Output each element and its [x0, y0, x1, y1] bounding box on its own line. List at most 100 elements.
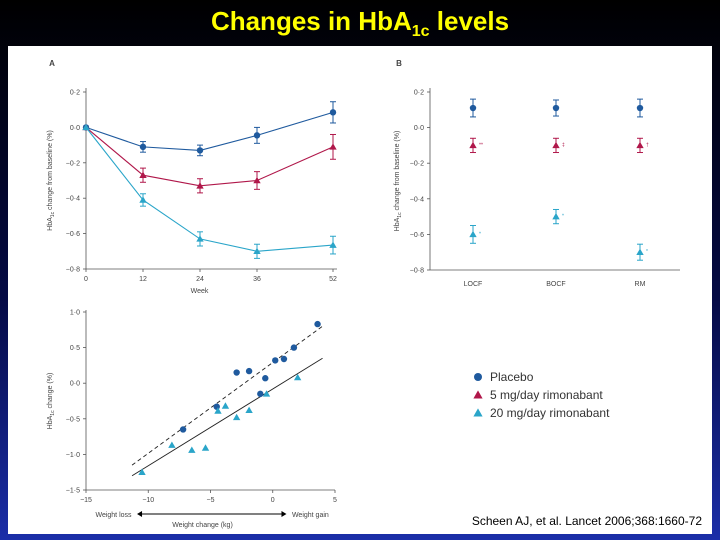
panel-a-series-line-1 [85, 126, 334, 187]
panel-a-point [196, 235, 204, 242]
panel-c-x-tick-label: −5 [207, 497, 215, 504]
panel-c-point [168, 441, 176, 448]
panel-c-point [280, 355, 288, 363]
panel-a-point [253, 176, 261, 184]
panel-b-significance-mark: * [646, 249, 648, 255]
panel-b-category-label: LOCF [464, 281, 483, 288]
panel-b-point [552, 212, 560, 220]
legend-label-1: 5 mg/day rimonabant [490, 388, 603, 402]
slide-title: Changes in HbA1c levels [0, 6, 720, 41]
panel-c-y-tick-label: −1·5 [66, 488, 80, 495]
panel-c-y-tick-label: −1·0 [66, 452, 80, 459]
panel-c-point [233, 369, 240, 376]
panel-a-point [253, 132, 261, 139]
panel-a-y-axis-label: HbA1c change from baseline (%) [47, 130, 56, 231]
panel-c-x-tick-label: 5 [333, 497, 337, 504]
panel-c-x-tick-label: −15 [80, 497, 92, 504]
panel-c-point [221, 402, 230, 409]
panel-b-y-tick-label: −0·6 [410, 232, 424, 239]
panel-b-point [552, 104, 560, 112]
panel-c-y-tick-label: 0·0 [70, 381, 80, 388]
panel-b-point [469, 104, 477, 112]
panel-a-x-tick-label: 12 [139, 276, 147, 283]
panel-b-significance-mark: * [479, 231, 481, 237]
panel-a-y-tick-label: −0·4 [66, 196, 80, 203]
arrow-left-head [137, 511, 143, 517]
citation: Scheen AJ, et al. Lancet 2006;368:1660-7… [471, 514, 702, 528]
panel-b-y-tick-label: −0·4 [410, 196, 424, 203]
panel-b-y-tick-label: 0·2 [414, 90, 424, 97]
panel-a-point [196, 182, 204, 189]
panel-a-y-tick-label: −0·6 [66, 231, 80, 238]
panel-b-y-tick-label: 0·0 [414, 125, 424, 132]
panel-c-point [232, 413, 241, 421]
panel-b-category-label: RM [635, 281, 646, 288]
panel-b-significance-mark: * [562, 214, 564, 220]
panel-a-series-line-0 [85, 111, 334, 151]
title-end: levels [429, 6, 510, 36]
panel-b-point [636, 141, 644, 149]
panel-c-point [214, 407, 222, 414]
panel-c-point [293, 373, 302, 381]
panel-a-x-tick-label: 36 [253, 276, 261, 283]
panel-a-y-tick-label: 0·2 [70, 90, 80, 97]
panel-b-point [552, 141, 560, 149]
panel-c-point [290, 344, 298, 351]
panel-b-significance-mark: ** [479, 142, 483, 148]
panel-a-x-tick-label: 52 [329, 276, 337, 283]
panel-c-point [257, 390, 264, 398]
panel-c-point [245, 406, 253, 414]
panel-c-point [245, 367, 253, 375]
panel-a-x-tick-label: 24 [196, 276, 204, 283]
panel-c-fit-line-dashed [131, 325, 323, 466]
legend-marker-1 [473, 390, 483, 399]
panel-c-point [262, 375, 269, 382]
weight-loss-label: Weight loss [95, 512, 132, 519]
panel-c-point [188, 446, 196, 453]
panel-a-letter: A [49, 59, 55, 68]
panel-b-point [636, 248, 644, 255]
panel-a-y-tick-label: −0·2 [66, 160, 80, 167]
weight-gain-label: Weight gain [292, 512, 329, 519]
title-subscript: 1c [411, 23, 430, 40]
panel-a-y-tick-label: −0·8 [66, 267, 80, 274]
panel-c-fit-line-solid [131, 357, 323, 477]
panel-c-y-tick-label: −0·5 [66, 416, 80, 423]
panel-b-y-tick-label: −0·8 [410, 268, 424, 275]
panel-a-point [139, 143, 147, 151]
panel-c-point [272, 357, 279, 364]
panel-b-point [636, 104, 644, 112]
figure-svg: A 0·2 0·0 −0·2 −0·4 −0·6 −0·8 0 12 24 36 52 Week HbA1… [47, 59, 680, 529]
panel-a-point [82, 123, 90, 131]
panel-c-x-tick-label: 0 [271, 497, 275, 504]
panel-c-x-tick-label: −10 [142, 497, 154, 504]
panel-b-significance-mark: ‡ [562, 142, 565, 148]
panel-c-y-tick-label: 0·5 [70, 345, 80, 352]
panel-b-y-axis-label: HbA1c change from baseline (%) [394, 131, 403, 232]
panel-c-x-axis-label: Weight change (kg) [172, 522, 233, 529]
legend-marker-0 [474, 373, 482, 381]
panel-a-x-axis-label: Week [191, 288, 209, 295]
legend-label-0: Placebo [490, 370, 534, 384]
legend-marker-2 [473, 408, 483, 417]
panel-a-series-line-2 [85, 127, 334, 252]
title-main: Changes in HbA [210, 6, 412, 36]
panel-a-point [329, 143, 337, 150]
panel-c-point [179, 426, 187, 433]
panel-b-point [469, 230, 477, 238]
figure-panel: A 0·2 0·0 −0·2 −0·4 −0·6 −0·8 0 12 24 36 52 Week HbA1… [8, 46, 712, 534]
panel-a-point [329, 109, 337, 116]
panel-b-significance-mark: † [646, 142, 649, 148]
panel-a-point [196, 147, 204, 154]
panel-a-point [329, 241, 337, 248]
legend-label-2: 20 mg/day rimonabant [490, 406, 610, 420]
panel-c-point [213, 403, 220, 410]
panel-a-point [139, 196, 147, 203]
panel-b-letter: B [396, 59, 402, 68]
panel-c-point [262, 390, 271, 397]
panel-b-y-tick-label: −0·2 [410, 161, 424, 168]
panel-a-point [253, 247, 261, 255]
panel-a-y-tick-label: 0·0 [70, 125, 80, 132]
panel-c-point [201, 444, 210, 451]
panel-c-point [138, 468, 146, 475]
